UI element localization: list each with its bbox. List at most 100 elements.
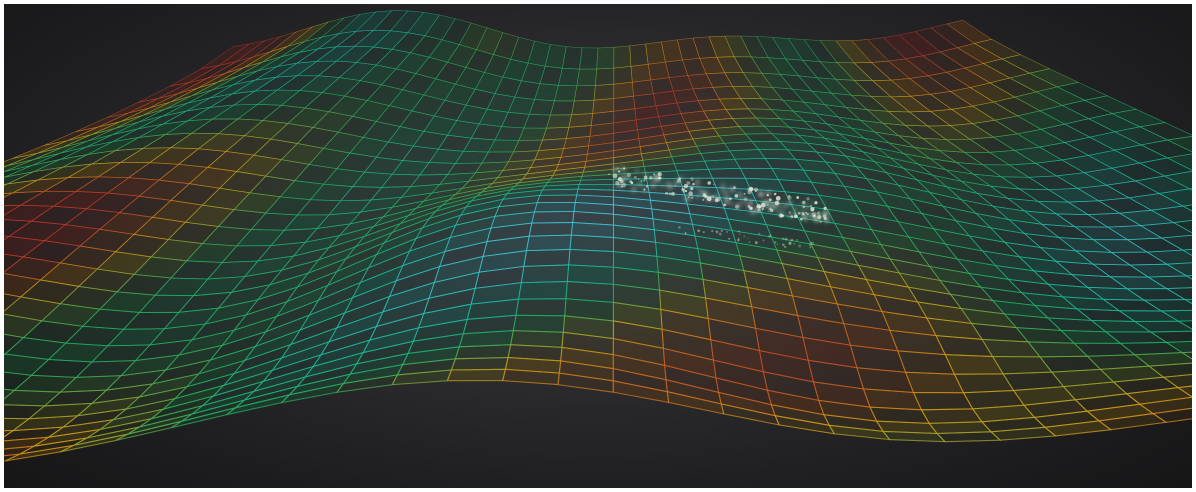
highlight-point: [784, 237, 788, 241]
highlight-point: [776, 211, 779, 214]
terrain-cell: [1140, 139, 1192, 159]
highlight-point: [774, 241, 777, 244]
highlight-point: [811, 201, 815, 205]
highlight-point: [782, 237, 785, 240]
highlight-point: [747, 189, 752, 195]
highlight-point: [783, 204, 787, 208]
highlight-point: [633, 175, 637, 179]
highlight-point: [771, 205, 776, 209]
highlight-point: [665, 182, 668, 185]
terrain-cell: [704, 158, 741, 170]
highlight-point: [808, 243, 811, 246]
terrain-cell: [920, 408, 983, 424]
highlight-point: [811, 241, 815, 245]
highlight-point: [767, 210, 770, 213]
highlight-point: [762, 193, 765, 196]
highlight-point: [796, 196, 800, 199]
highlight-point: [627, 173, 631, 178]
highlight-point: [748, 241, 751, 243]
highlight-point: [630, 181, 634, 185]
highlight-point: [765, 204, 771, 209]
highlight-point: [773, 193, 777, 196]
highlight-point: [668, 192, 672, 196]
terrain-cell: [1149, 330, 1192, 343]
highlight-point: [723, 203, 727, 207]
highlight-point: [651, 183, 656, 188]
highlight-point: [734, 194, 739, 198]
highlight-point: [737, 192, 742, 197]
highlight-point: [789, 243, 791, 246]
terrain-cell: [1159, 309, 1192, 322]
highlight-point: [661, 184, 664, 188]
highlight-point: [788, 241, 792, 245]
highlight-point: [652, 180, 654, 183]
terrain-cell: [523, 248, 571, 267]
highlight-point: [678, 226, 681, 229]
highlight-point: [801, 210, 804, 213]
terrain-cell: [1145, 249, 1192, 265]
highlight-point: [688, 191, 693, 196]
terrain-cell: [629, 43, 649, 67]
highlight-point: [713, 183, 715, 186]
highlight-point: [690, 196, 694, 199]
terrain-cell: [1166, 135, 1192, 153]
terrain-cell: [525, 234, 572, 252]
highlight-point: [725, 230, 729, 233]
terrain-cell: [546, 114, 572, 129]
highlight-point: [781, 214, 784, 217]
highlight-point: [733, 186, 736, 189]
terrain-cell: [1162, 374, 1192, 389]
highlight-point: [715, 230, 717, 232]
terrain-cell: [579, 47, 599, 70]
highlight-point: [768, 198, 772, 202]
highlight-point: [695, 194, 700, 198]
highlight-point: [790, 215, 794, 219]
highlight-point: [809, 243, 812, 246]
terrain-cell: [1139, 222, 1192, 239]
terrain-cell: [935, 431, 1002, 443]
highlight-point: [621, 182, 627, 188]
terrain-cell: [1163, 170, 1192, 190]
terrain-cell: [458, 330, 514, 348]
terrain-cell: [531, 211, 575, 224]
highlight-point: [718, 232, 722, 236]
terrain-cell: [446, 368, 507, 382]
highlight-point: [684, 232, 687, 234]
terrain-cell: [1188, 188, 1192, 191]
terrain-cell: [707, 167, 747, 179]
highlight-point: [796, 239, 798, 241]
highlight-point: [617, 177, 622, 182]
terrain-cell: [1183, 298, 1192, 305]
highlight-point: [766, 191, 769, 194]
highlight-point: [683, 183, 689, 189]
terrain-cell: [613, 66, 633, 85]
highlight-point: [805, 206, 809, 209]
highlight-point: [823, 216, 827, 221]
terrain-cell: [1151, 407, 1192, 423]
terrain-cell: [1181, 204, 1192, 212]
highlight-point: [737, 230, 740, 233]
highlight-point: [793, 242, 796, 245]
highlight-point: [696, 185, 699, 189]
highlight-point: [823, 206, 827, 211]
highlight-point: [769, 208, 774, 213]
highlight-point: [625, 173, 630, 179]
highlight-point: [793, 212, 796, 215]
highlight-point: [749, 186, 754, 192]
highlight-point: [714, 198, 719, 203]
terrain-cell: [513, 139, 543, 153]
terrain-cell: [539, 188, 579, 196]
highlight-point: [690, 177, 694, 181]
highlight-point: [800, 218, 803, 221]
highlight-point: [643, 188, 646, 191]
highlight-point: [657, 172, 662, 177]
highlight-point: [758, 205, 762, 209]
terrain-cell: [528, 222, 574, 237]
terrain-cell: [566, 264, 614, 285]
highlight-point: [720, 186, 725, 191]
highlight-point: [797, 211, 801, 215]
terrain-cell: [1176, 385, 1192, 398]
highlight-point: [615, 180, 620, 185]
terrain-cell: [454, 344, 512, 360]
highlight-point: [750, 209, 756, 214]
